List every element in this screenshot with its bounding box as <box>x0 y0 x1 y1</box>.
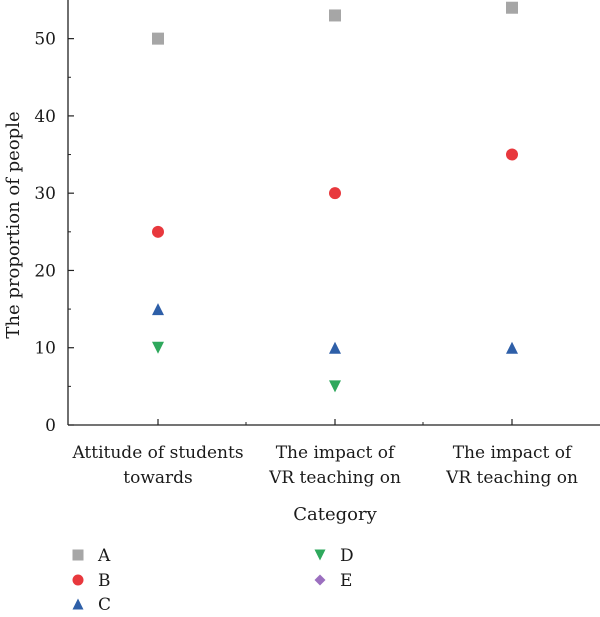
y-tick-label: 20 <box>34 261 56 281</box>
data-point-a <box>506 1 518 14</box>
legend-marker-b <box>72 574 84 586</box>
legend: ABC DE <box>72 546 354 615</box>
data-point-a <box>329 9 341 22</box>
data-point-c <box>152 303 164 316</box>
data-point-d <box>152 341 164 354</box>
legend-label-e: E <box>340 571 352 591</box>
data-point-b <box>506 148 518 161</box>
data-point-b <box>152 225 164 238</box>
y-tick-label: 0 <box>45 416 56 436</box>
legend-label-d: D <box>340 546 354 566</box>
legend-label-c: C <box>98 595 111 615</box>
data-point-a <box>152 32 164 45</box>
data-point-c <box>506 341 518 354</box>
legend-marker-e <box>314 574 326 586</box>
x-tick-label: VR teaching on <box>445 468 578 488</box>
data-points <box>152 1 518 393</box>
x-tick-label: towards <box>123 468 193 488</box>
x-tick-label: The impact of <box>276 443 396 463</box>
axes <box>67 0 600 426</box>
legend-marker-c <box>72 598 84 610</box>
data-point-b <box>329 187 341 200</box>
x-tick-label: The impact of <box>453 443 573 463</box>
y-tick-label: 50 <box>34 30 56 50</box>
x-axis-title: Category <box>293 504 377 525</box>
data-point-c <box>329 341 341 354</box>
y-axis-title: The proportion of people <box>3 111 24 338</box>
y-tick-label: 30 <box>34 184 56 204</box>
x-tick-label: Attitude of students <box>71 443 243 463</box>
legend-marker-a <box>72 549 84 561</box>
x-tick-label: VR teaching on <box>268 468 401 488</box>
legend-marker-d <box>314 549 326 561</box>
y-tick-label: 40 <box>34 107 56 127</box>
legend-label-a: A <box>97 546 111 566</box>
y-tick-label: 10 <box>34 339 56 359</box>
tick-labels: 0 10 20 30 40 50 Attitude of students towards Th… <box>34 30 578 488</box>
legend-label-b: B <box>98 571 111 591</box>
data-point-d <box>329 380 341 393</box>
